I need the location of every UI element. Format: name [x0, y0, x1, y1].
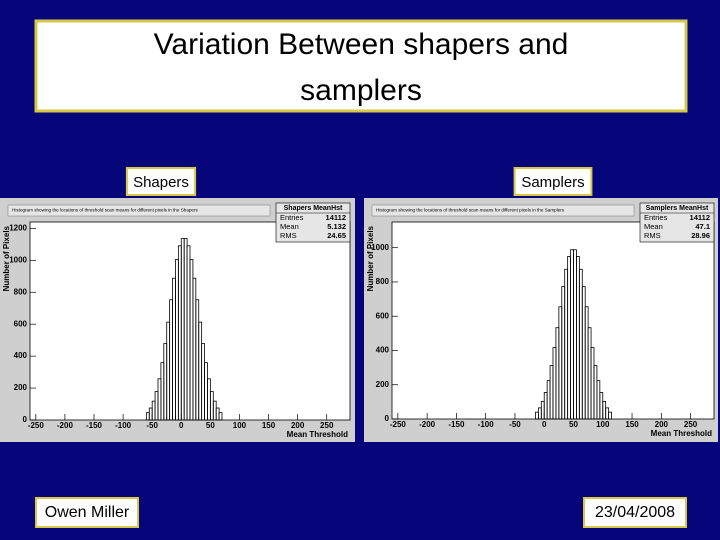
- y-tick-label: 800: [376, 277, 390, 286]
- author-box: [35, 497, 139, 528]
- header-box: [371, 204, 635, 217]
- y-tick-label: 600: [376, 311, 390, 320]
- panel-label-box: [513, 167, 593, 196]
- stats-value: 14112: [326, 213, 346, 222]
- y-axis-label: Number of Pixels: [2, 225, 11, 291]
- title-box: [34, 19, 688, 113]
- x-tick-label: 150: [625, 420, 639, 429]
- date-box: [583, 497, 687, 528]
- x-tick-label: -150: [86, 421, 103, 430]
- y-tick-label: 800: [14, 287, 28, 296]
- header-box: [7, 204, 271, 217]
- x-tick-label: -100: [115, 421, 132, 430]
- x-tick-label: 100: [233, 421, 247, 430]
- y-tick-label: 0: [385, 414, 390, 423]
- y-axis-label: Number of Pixels: [366, 225, 375, 291]
- stats-value: 24.65: [327, 231, 346, 240]
- stats-value: 5.132: [327, 222, 346, 231]
- stats-key: Entries: [280, 213, 304, 222]
- x-tick-label: -50: [146, 421, 158, 430]
- x-tick-label: 50: [206, 421, 215, 430]
- y-tick-label: 200: [14, 383, 28, 392]
- panel-label: Shapers: [133, 174, 189, 191]
- histogram-bar: [218, 412, 223, 421]
- y-tick-label: 0: [23, 415, 28, 424]
- x-tick-label: -250: [28, 421, 45, 430]
- x-tick-label: 200: [655, 420, 669, 429]
- stats-key: Mean: [644, 222, 663, 231]
- y-tick-label: 600: [14, 319, 28, 328]
- histogram-title: Histogram showing the locations of thres…: [376, 208, 565, 213]
- x-tick-label: 0: [179, 421, 184, 430]
- x-tick-label: -50: [509, 420, 521, 429]
- y-tick-label: 1200: [9, 223, 27, 232]
- x-tick-label: 250: [320, 421, 334, 430]
- x-tick-label: -200: [419, 420, 436, 429]
- x-tick-label: 250: [684, 420, 698, 429]
- stats-name: Samplers MeanHst: [646, 205, 709, 212]
- panel-label-box: [125, 167, 197, 196]
- stats-key: RMS: [644, 231, 661, 240]
- panel-label: Samplers: [521, 174, 584, 191]
- x-tick-label: -100: [478, 420, 495, 429]
- stats-key: Entries: [644, 213, 668, 222]
- x-tick-label: -200: [57, 421, 74, 430]
- chart: Shapers Histogram showing the locations o…: [0, 167, 355, 442]
- x-tick-label: -250: [390, 420, 407, 429]
- slide-title: Variation Between shapers and samplers: [154, 28, 569, 107]
- chart: Samplers Histogram showing the locations …: [364, 167, 718, 442]
- stats-box: [639, 202, 715, 243]
- y-tick-label: 1000: [9, 255, 27, 264]
- stats-box: [275, 202, 351, 243]
- x-tick-label: 200: [291, 421, 305, 430]
- stats-key: Mean: [280, 222, 299, 231]
- x-tick-label: 100: [596, 420, 610, 429]
- y-tick-label: 1000: [371, 243, 389, 252]
- stats-value: 47.1: [695, 222, 710, 231]
- x-axis-label: Mean Threshold: [287, 430, 348, 439]
- y-tick-label: 200: [376, 380, 390, 389]
- author: Owen Miller: [45, 504, 130, 521]
- stats-value: 28.96: [691, 231, 710, 240]
- stats-value: 14112: [690, 213, 710, 222]
- stats-name: Shapers MeanHst: [284, 205, 343, 212]
- stats-key: RMS: [280, 231, 297, 240]
- y-tick-label: 400: [14, 351, 28, 360]
- x-tick-label: 50: [569, 420, 578, 429]
- date: 23/04/2008: [595, 504, 675, 521]
- x-axis-label: Mean Threshold: [651, 429, 712, 438]
- y-tick-label: 400: [376, 346, 390, 355]
- x-tick-label: 0: [542, 420, 547, 429]
- x-tick-label: 150: [262, 421, 276, 430]
- histogram-bar: [608, 411, 612, 420]
- x-tick-label: -150: [448, 420, 465, 429]
- histogram-title: Histogram showing the locations of thres…: [12, 208, 199, 213]
